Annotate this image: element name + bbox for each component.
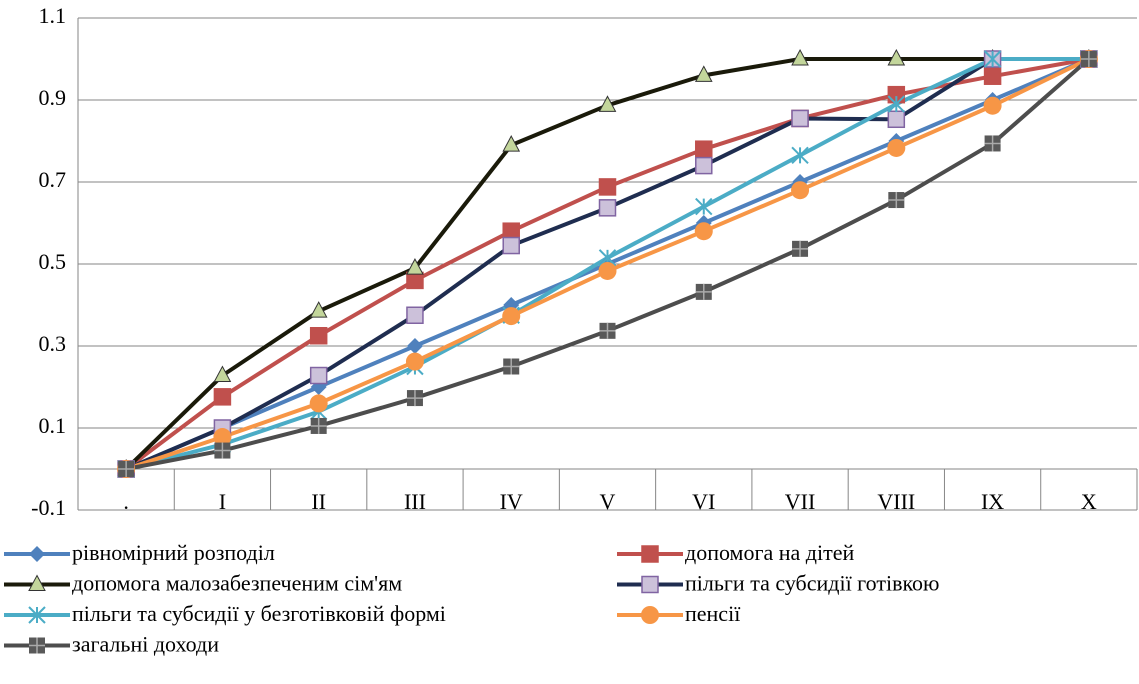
x-tick-label: X xyxy=(1081,489,1097,514)
y-tick-label: 0.9 xyxy=(39,85,67,110)
marker xyxy=(502,236,520,255)
marker xyxy=(118,461,135,477)
marker xyxy=(309,394,328,413)
x-tick-label: V xyxy=(600,489,616,514)
marker xyxy=(791,48,809,66)
marker xyxy=(405,352,424,371)
marker xyxy=(214,442,231,459)
marker xyxy=(406,258,424,275)
marker xyxy=(887,110,906,129)
marker xyxy=(791,146,809,165)
legend-marker xyxy=(641,606,659,624)
x-tick-label: VII xyxy=(785,489,816,514)
legend-label: допомога малозабезпеченим сім'ям xyxy=(72,571,402,596)
x-tick-label: . xyxy=(123,489,129,514)
y-tick-label: 0.3 xyxy=(39,331,67,356)
marker xyxy=(406,271,424,290)
marker xyxy=(887,138,906,157)
marker xyxy=(598,95,617,112)
legend-marker xyxy=(29,637,45,654)
marker xyxy=(406,390,423,407)
marker xyxy=(310,417,327,434)
x-tick-label: I xyxy=(219,489,226,514)
marker xyxy=(791,109,809,128)
marker xyxy=(598,199,617,217)
legend-marker xyxy=(28,606,46,624)
marker xyxy=(213,365,232,383)
marker xyxy=(791,181,810,200)
marker xyxy=(213,388,232,406)
marker xyxy=(502,135,521,152)
marker xyxy=(984,135,1001,152)
y-tick-label: 1.1 xyxy=(39,3,67,28)
marker xyxy=(983,50,1002,68)
marker xyxy=(502,307,521,326)
x-tick-label: II xyxy=(311,489,326,514)
marker xyxy=(599,322,616,339)
marker xyxy=(406,306,424,324)
y-tick-label: 0.7 xyxy=(39,167,67,192)
x-tick-label: VIII xyxy=(877,489,915,514)
marker xyxy=(309,366,328,385)
legend-marker xyxy=(641,545,659,563)
legend-marker xyxy=(28,574,46,591)
legend-label: рівномірний розподіл xyxy=(72,540,275,565)
marker xyxy=(1080,51,1097,67)
legend-marker xyxy=(29,546,45,562)
marker xyxy=(983,96,1002,115)
legend-label: пільги та субсидії готівкою xyxy=(685,571,939,596)
marker xyxy=(406,338,423,354)
y-tick-label: 0.5 xyxy=(39,249,67,274)
x-tick-label: IV xyxy=(500,489,523,514)
legend-label: пільги та субсидії у безготівковій формі xyxy=(72,601,446,626)
marker xyxy=(695,156,713,175)
marker xyxy=(887,48,906,66)
marker xyxy=(503,358,520,375)
marker xyxy=(598,178,617,196)
marker xyxy=(694,222,713,241)
marker xyxy=(695,283,712,300)
marker xyxy=(695,140,713,158)
legend-label: допомога на дітей xyxy=(685,540,854,565)
marker xyxy=(309,327,328,345)
marker xyxy=(983,67,1002,85)
legend-marker xyxy=(641,575,659,594)
y-tick-label: -0.1 xyxy=(31,495,66,520)
marker xyxy=(695,197,713,216)
x-tick-label: IX xyxy=(981,489,1004,514)
x-tick-label: VI xyxy=(692,489,715,514)
legend-label: загальні доходи xyxy=(72,632,219,657)
marker xyxy=(888,192,905,209)
marker xyxy=(213,428,232,447)
marker xyxy=(792,240,809,257)
y-tick-label: 0.1 xyxy=(39,413,67,438)
marker xyxy=(694,65,713,82)
marker xyxy=(309,301,328,318)
marker xyxy=(598,261,617,280)
x-tick-label: III xyxy=(404,489,426,514)
legend-label: пенсії xyxy=(685,601,741,626)
marker xyxy=(887,95,906,113)
